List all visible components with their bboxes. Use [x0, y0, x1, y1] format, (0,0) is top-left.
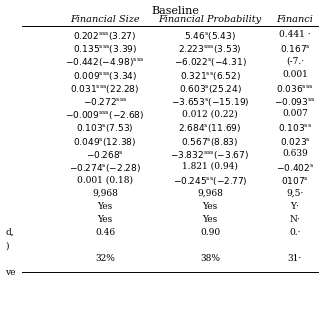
- Text: $\mathrm{-0.272}^{\mathrm{sss}}$: $\mathrm{-0.272}^{\mathrm{sss}}$: [83, 96, 127, 107]
- Text: N·: N·: [290, 215, 300, 224]
- Text: $\mathrm{0.036}^{\mathrm{sss}}$: $\mathrm{0.036}^{\mathrm{sss}}$: [276, 83, 314, 94]
- Text: $\mathrm{0.031}^{\mathrm{sss}}\mathrm{ (22.28)}$: $\mathrm{0.031}^{\mathrm{sss}}\mathrm{ (…: [70, 83, 140, 95]
- Text: $\mathrm{0.567}^{\mathrm{s}}\mathrm{ (8.83)}$: $\mathrm{0.567}^{\mathrm{s}}\mathrm{ (8.…: [181, 136, 239, 148]
- Text: $\mathrm{0.049}^{\mathrm{s}}\mathrm{ (12.38)}$: $\mathrm{0.049}^{\mathrm{s}}\mathrm{ (12…: [73, 136, 137, 148]
- Text: 38%: 38%: [200, 254, 220, 263]
- Text: $\mathrm{2.684}^{\mathrm{s}}\mathrm{ (11.69)}$: $\mathrm{2.684}^{\mathrm{s}}\mathrm{ (11…: [178, 122, 242, 134]
- Text: Y·: Y·: [291, 202, 300, 211]
- Text: 9,5·: 9,5·: [286, 188, 304, 197]
- Text: $\mathrm{-0.402}^{\mathrm{s}}$: $\mathrm{-0.402}^{\mathrm{s}}$: [276, 162, 314, 173]
- Text: 0.012 (0.22): 0.012 (0.22): [182, 109, 238, 118]
- Text: $\mathrm{-6.022}^{\mathrm{s}}\mathrm{ (-4.31)}$: $\mathrm{-6.022}^{\mathrm{s}}\mathrm{ (-…: [174, 56, 246, 68]
- Text: 9,968: 9,968: [92, 188, 118, 197]
- Text: $\mathrm{2.223}^{\mathrm{sss}}\mathrm{ (3.53)}$: $\mathrm{2.223}^{\mathrm{sss}}\mathrm{ (…: [178, 43, 242, 55]
- Text: $\mathrm{5.46}^{\mathrm{s}}\mathrm{ (5.43)}$: $\mathrm{5.46}^{\mathrm{s}}\mathrm{ (5.4…: [184, 30, 236, 42]
- Text: $\mathrm{0.202}^{\mathrm{sss}}\mathrm{ (3.27)}$: $\mathrm{0.202}^{\mathrm{sss}}\mathrm{ (…: [73, 30, 137, 42]
- Text: 0.·: 0.·: [289, 228, 301, 237]
- Text: 31·: 31·: [288, 254, 302, 263]
- Text: $\mathrm{0.009}^{\mathrm{sss}}\mathrm{ (3.34)}$: $\mathrm{0.009}^{\mathrm{sss}}\mathrm{ (…: [73, 69, 137, 82]
- Text: $\mathrm{0.103}^{\mathrm{ss}}$: $\mathrm{0.103}^{\mathrm{ss}}$: [278, 122, 312, 133]
- Text: $\mathrm{-0.268}^{\mathrm{s}}$: $\mathrm{-0.268}^{\mathrm{s}}$: [86, 149, 124, 160]
- Text: $\mathrm{0107}^{\mathrm{s}}$: $\mathrm{0107}^{\mathrm{s}}$: [281, 175, 309, 186]
- Text: 0.46: 0.46: [95, 228, 115, 237]
- Text: $\mathrm{-0.442 (-4.98)}^{\mathrm{sss}}$: $\mathrm{-0.442 (-4.98)}^{\mathrm{sss}}$: [65, 56, 145, 68]
- Text: 0.441 ·: 0.441 ·: [279, 30, 311, 39]
- Text: 32%: 32%: [95, 254, 115, 263]
- Text: $\mathrm{0.167}^{\mathrm{s}}$: $\mathrm{0.167}^{\mathrm{s}}$: [280, 43, 310, 54]
- Text: 9,968: 9,968: [197, 188, 223, 197]
- Text: 0.90: 0.90: [200, 228, 220, 237]
- Text: $\mathrm{0.135}^{\mathrm{sss}}\mathrm{ (3.39)}$: $\mathrm{0.135}^{\mathrm{sss}}\mathrm{ (…: [73, 43, 137, 55]
- Text: $\mathrm{-0.093}^{\mathrm{ss}}$: $\mathrm{-0.093}^{\mathrm{ss}}$: [274, 96, 316, 107]
- Text: 0.001: 0.001: [282, 69, 308, 79]
- Text: 0.639: 0.639: [282, 149, 308, 158]
- Text: $\mathrm{0.321}^{\mathrm{ss}}\mathrm{ (6.52)}$: $\mathrm{0.321}^{\mathrm{ss}}\mathrm{ (6…: [180, 69, 240, 82]
- Text: Yes: Yes: [202, 202, 218, 211]
- Text: Financial Probability: Financial Probability: [158, 15, 261, 24]
- Text: 0.001 (0.18): 0.001 (0.18): [77, 175, 133, 184]
- Text: $\mathrm{-3.653}^{\mathrm{s}}\mathrm{ (-15.19)}$: $\mathrm{-3.653}^{\mathrm{s}}\mathrm{ (-…: [171, 96, 249, 108]
- Text: $\mathrm{0.603}^{\mathrm{s}}\mathrm{ (25.24)}$: $\mathrm{0.603}^{\mathrm{s}}\mathrm{ (25…: [179, 83, 242, 95]
- Text: $\mathrm{0.023}^{\mathrm{s}}$: $\mathrm{0.023}^{\mathrm{s}}$: [280, 136, 310, 147]
- Text: Baseline: Baseline: [151, 6, 199, 16]
- Text: $\mathrm{-0.274}^{\mathrm{s}}\mathrm{ (-2.28)}$: $\mathrm{-0.274}^{\mathrm{s}}\mathrm{ (-…: [69, 162, 141, 174]
- Text: d,: d,: [5, 228, 14, 237]
- Text: Yes: Yes: [202, 215, 218, 224]
- Text: $\mathrm{-3.832}^{\mathrm{sss}}\mathrm{ (-3.67)}$: $\mathrm{-3.832}^{\mathrm{sss}}\mathrm{ …: [171, 149, 250, 161]
- Text: (-7.·: (-7.·: [286, 56, 304, 65]
- Text: 0.007: 0.007: [282, 109, 308, 118]
- Text: Yes: Yes: [97, 215, 113, 224]
- Text: $\mathrm{-0.009}^{\mathrm{sss}}\mathrm{ (-2.68)}$: $\mathrm{-0.009}^{\mathrm{sss}}\mathrm{ …: [65, 109, 145, 121]
- Text: $\mathrm{-0.245}^{\mathrm{ss}}\mathrm{ (-2.77)}$: $\mathrm{-0.245}^{\mathrm{ss}}\mathrm{ (…: [173, 175, 247, 187]
- Text: 1.821 (0.94): 1.821 (0.94): [182, 162, 238, 171]
- Text: Financi: Financi: [276, 15, 313, 24]
- Text: Yes: Yes: [97, 202, 113, 211]
- Text: ve: ve: [5, 268, 15, 276]
- Text: $\mathrm{0.103}^{\mathrm{s}}\mathrm{ (7.53)}$: $\mathrm{0.103}^{\mathrm{s}}\mathrm{ (7.…: [76, 122, 134, 134]
- Text: Financial Size: Financial Size: [70, 15, 140, 24]
- Text: ): ): [5, 241, 9, 250]
